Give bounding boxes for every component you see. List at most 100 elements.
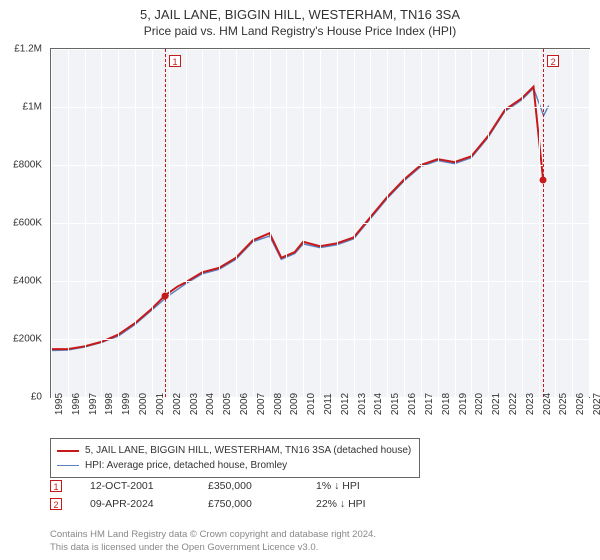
y-tick-label: £400K xyxy=(13,276,42,287)
x-tick-label: 2010 xyxy=(306,393,317,415)
x-tick-label: 2023 xyxy=(525,393,536,415)
x-tick-label: 2005 xyxy=(222,393,233,415)
grid-v xyxy=(152,49,153,397)
grid-v xyxy=(219,49,220,397)
grid-v xyxy=(85,49,86,397)
x-tick-label: 1998 xyxy=(104,393,115,415)
x-tick-label: 2025 xyxy=(558,393,569,415)
legend-swatch-red xyxy=(57,450,79,452)
grid-v xyxy=(101,49,102,397)
x-tick-label: 2016 xyxy=(407,393,418,415)
x-tick-label: 2001 xyxy=(155,393,166,415)
x-tick-label: 2006 xyxy=(239,393,250,415)
x-axis: 1995199619971998199920002001200220032004… xyxy=(50,400,590,440)
grid-v xyxy=(370,49,371,397)
grid-v xyxy=(186,49,187,397)
footer: Contains HM Land Registry data © Crown c… xyxy=(50,529,376,554)
marker-dot xyxy=(540,176,547,183)
legend-swatch-blue xyxy=(57,465,79,466)
grid-v xyxy=(539,49,540,397)
marker-delta: 22% ↓ HPI xyxy=(316,498,366,510)
marker-row: 1 12-OCT-2001 £350,000 1% ↓ HPI xyxy=(50,480,366,492)
x-tick-label: 2002 xyxy=(172,393,183,415)
chart-title: 5, JAIL LANE, BIGGIN HILL, WESTERHAM, TN… xyxy=(0,0,600,24)
x-tick-label: 2017 xyxy=(424,393,435,415)
x-tick-label: 1997 xyxy=(88,393,99,415)
marker-key: 1 xyxy=(50,480,62,492)
grid-v xyxy=(303,49,304,397)
x-tick-label: 2024 xyxy=(542,393,553,415)
grid-v xyxy=(51,49,52,397)
grid-v xyxy=(169,49,170,397)
grid-v xyxy=(387,49,388,397)
series-red xyxy=(51,87,543,349)
x-tick-label: 2014 xyxy=(373,393,384,415)
x-tick-label: 2000 xyxy=(138,393,149,415)
legend: 5, JAIL LANE, BIGGIN HILL, WESTERHAM, TN… xyxy=(50,438,420,478)
legend-row-blue: HPI: Average price, detached house, Brom… xyxy=(57,458,413,473)
x-tick-label: 2009 xyxy=(289,393,300,415)
legend-label-blue: HPI: Average price, detached house, Brom… xyxy=(85,458,287,473)
marker-price: £350,000 xyxy=(208,480,288,492)
y-axis: £0£200K£400K£600K£800K£1M£1.2M xyxy=(0,48,46,398)
x-tick-label: 2027 xyxy=(592,393,600,415)
grid-v xyxy=(404,49,405,397)
marker-flag: 1 xyxy=(169,55,181,67)
grid-v xyxy=(202,49,203,397)
marker-flag: 2 xyxy=(547,55,559,67)
plot-area: 12 xyxy=(50,48,590,398)
x-tick-label: 2021 xyxy=(491,393,502,415)
footer-line1: Contains HM Land Registry data © Crown c… xyxy=(50,529,376,541)
x-tick-label: 2012 xyxy=(340,393,351,415)
x-tick-label: 2026 xyxy=(575,393,586,415)
x-tick-label: 2004 xyxy=(205,393,216,415)
marker-key: 2 xyxy=(50,498,62,510)
footer-line2: This data is licensed under the Open Gov… xyxy=(50,542,376,554)
x-tick-label: 2019 xyxy=(458,393,469,415)
x-tick-label: 2013 xyxy=(357,393,368,415)
grid-v xyxy=(471,49,472,397)
x-tick-label: 1999 xyxy=(121,393,132,415)
x-tick-label: 2007 xyxy=(256,393,267,415)
x-tick-label: 1996 xyxy=(71,393,82,415)
marker-date: 09-APR-2024 xyxy=(90,498,180,510)
marker-date: 12-OCT-2001 xyxy=(90,480,180,492)
grid-v xyxy=(555,49,556,397)
x-tick-label: 1995 xyxy=(54,393,65,415)
series-blue xyxy=(51,88,549,350)
grid-v xyxy=(68,49,69,397)
marker-table: 1 12-OCT-2001 £350,000 1% ↓ HPI 2 09-APR-2024… xyxy=(50,480,366,516)
y-tick-label: £0 xyxy=(31,392,42,403)
grid-v xyxy=(286,49,287,397)
grid-v xyxy=(135,49,136,397)
x-tick-label: 2022 xyxy=(508,393,519,415)
y-tick-label: £800K xyxy=(13,160,42,171)
x-tick-label: 2020 xyxy=(474,393,485,415)
grid-v xyxy=(522,49,523,397)
grid-v xyxy=(320,49,321,397)
y-tick-label: £1.2M xyxy=(14,44,42,55)
grid-v xyxy=(488,49,489,397)
marker-delta: 1% ↓ HPI xyxy=(316,480,360,492)
y-tick-label: £600K xyxy=(13,218,42,229)
grid-v xyxy=(455,49,456,397)
grid-v xyxy=(421,49,422,397)
grid-v xyxy=(572,49,573,397)
marker-dot xyxy=(161,292,168,299)
grid-v xyxy=(354,49,355,397)
grid-v xyxy=(589,49,590,397)
x-tick-label: 2003 xyxy=(189,393,200,415)
marker-row: 2 09-APR-2024 £750,000 22% ↓ HPI xyxy=(50,498,366,510)
y-tick-label: £1M xyxy=(23,102,42,113)
chart-subtitle: Price paid vs. HM Land Registry's House … xyxy=(0,24,600,42)
grid-v xyxy=(438,49,439,397)
y-tick-label: £200K xyxy=(13,334,42,345)
grid-v xyxy=(505,49,506,397)
marker-price: £750,000 xyxy=(208,498,288,510)
grid-v xyxy=(270,49,271,397)
x-tick-label: 2008 xyxy=(273,393,284,415)
marker-dash xyxy=(165,49,166,397)
grid-v xyxy=(236,49,237,397)
x-tick-label: 2011 xyxy=(323,393,334,415)
chart-container: 5, JAIL LANE, BIGGIN HILL, WESTERHAM, TN… xyxy=(0,0,600,560)
